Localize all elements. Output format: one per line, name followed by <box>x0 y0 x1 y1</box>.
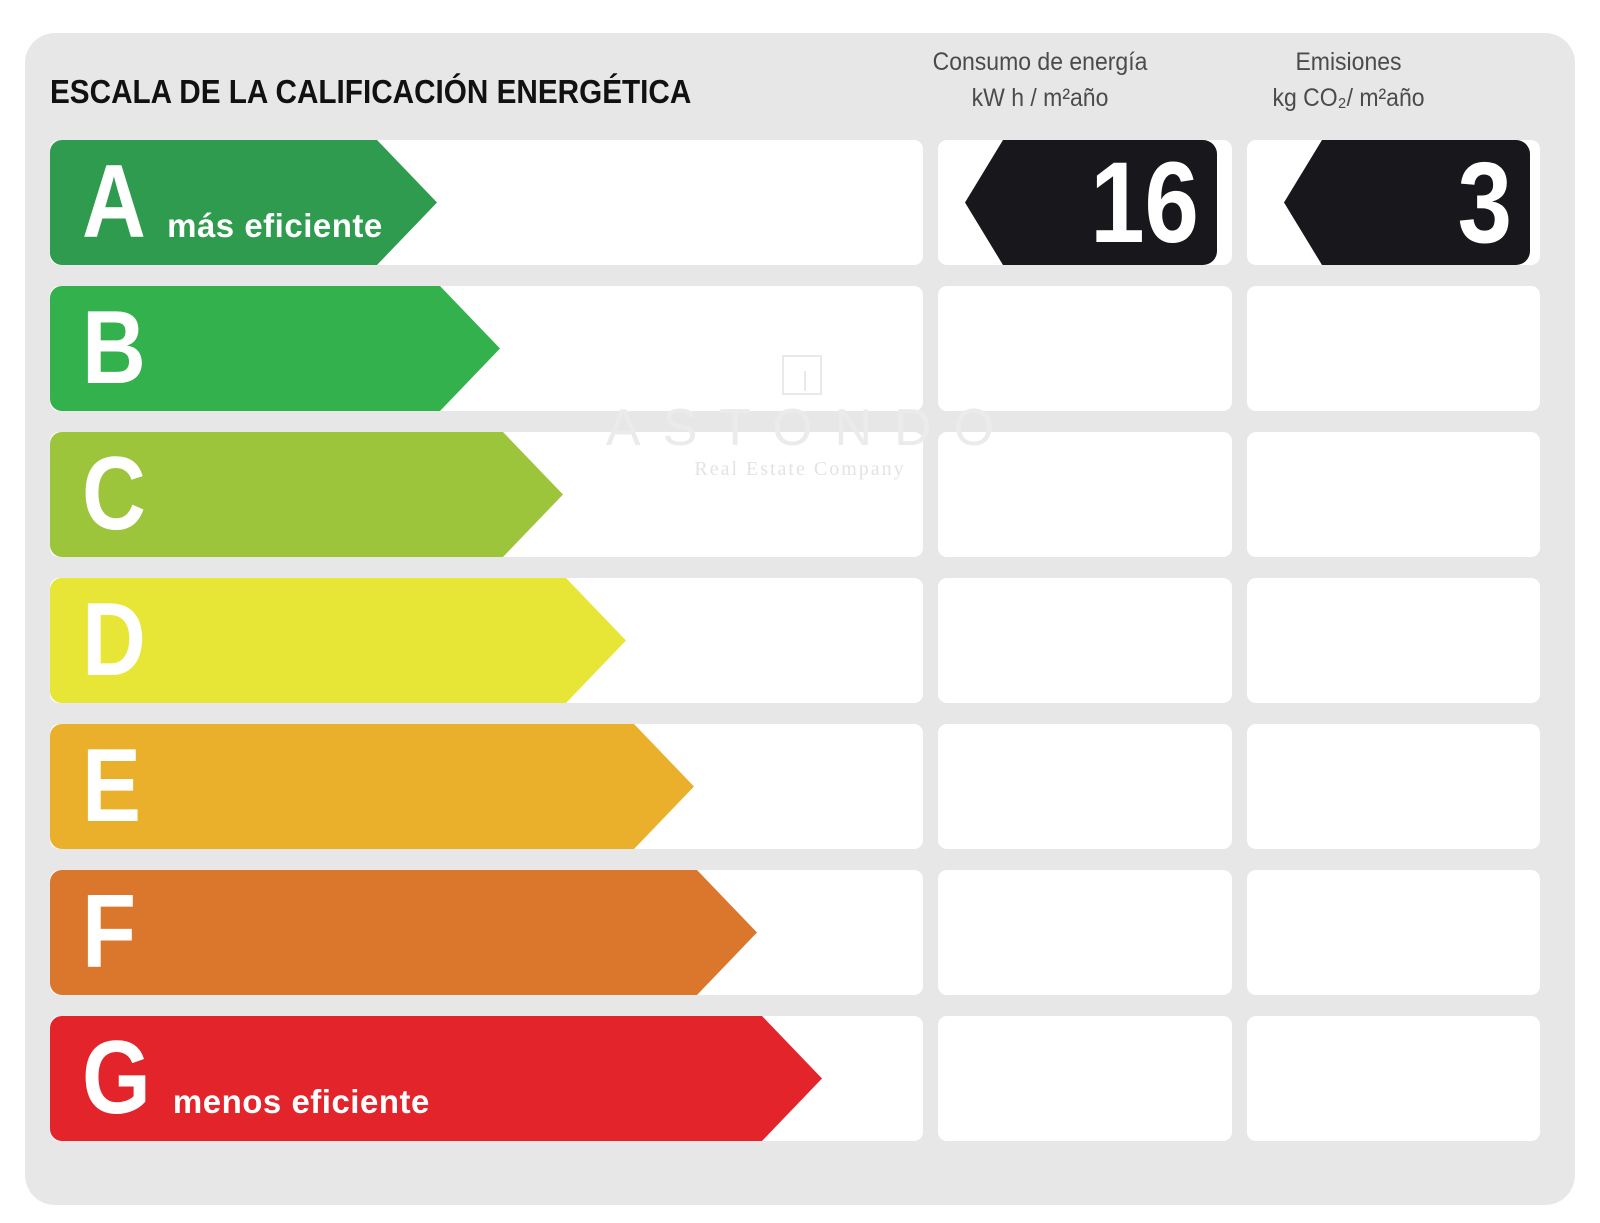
rating-row-f: F <box>50 870 1540 995</box>
consumption-cell-c <box>938 432 1232 557</box>
least-efficient-label: menos eficiente <box>172 1083 430 1120</box>
emissions-value: 3 <box>1457 138 1512 267</box>
rating-letter-b: B <box>82 290 146 406</box>
rating-letter-e: E <box>82 728 141 844</box>
emissions-value-badge: 3 <box>1284 140 1530 265</box>
most-efficient-label: más eficiente <box>167 207 383 244</box>
emissions-cell-d <box>1247 578 1540 703</box>
rating-bar-f: F <box>50 870 757 995</box>
emissions-header-line2: kg CO₂/ m²año <box>1272 84 1425 112</box>
consumption-value-badge: 16 <box>965 140 1217 265</box>
rating-bar-b: B <box>50 286 500 411</box>
emissions-cell-b <box>1247 286 1540 411</box>
consumption-header-line1: Consumo de energía <box>932 48 1148 76</box>
page-title: ESCALA DE LA CALIFICACIÓN ENERGÉTICA <box>50 73 692 110</box>
consumption-cell-f <box>938 870 1232 995</box>
rating-bar-d: D <box>50 578 626 703</box>
rating-row-e: E <box>50 724 1540 849</box>
consumption-header-line2: kW h / m²año <box>971 84 1109 112</box>
rating-letter-a: A <box>82 144 146 260</box>
rating-letter-c: C <box>82 436 146 552</box>
emissions-cell-c <box>1247 432 1540 557</box>
emissions-cell-e <box>1247 724 1540 849</box>
rating-bar-e: E <box>50 724 694 849</box>
consumption-cell-d <box>938 578 1232 703</box>
rating-bar-cell-e: E <box>50 724 923 849</box>
rating-row-d: D <box>50 578 1540 703</box>
emissions-header-line1: Emisiones <box>1295 48 1402 76</box>
emissions-column-header: Emisiones kg CO₂/ m²año <box>1214 33 1484 116</box>
rating-letter-d: D <box>82 582 146 698</box>
emissions-cell-g <box>1247 1016 1540 1141</box>
consumption-cell-e <box>938 724 1232 849</box>
rating-bar-cell-d: D <box>50 578 923 703</box>
rating-bar-c: C <box>50 432 563 557</box>
emissions-cell-a: 3 <box>1247 140 1540 265</box>
rating-row-b: B <box>50 286 1540 411</box>
rating-bar-cell-f: F <box>50 870 923 995</box>
consumption-cell-a: 16 <box>938 140 1232 265</box>
rating-bar-cell-c: C <box>50 432 923 557</box>
rating-row-c: C <box>50 432 1540 557</box>
rating-bar-cell-b: B <box>50 286 923 411</box>
consumption-column-header: Consumo de energía kW h / m²año <box>905 33 1175 116</box>
header: ESCALA DE LA CALIFICACIÓN ENERGÉTICA Con… <box>25 33 1575 140</box>
emissions-cell-f <box>1247 870 1540 995</box>
rating-letter-g: G <box>82 1020 151 1136</box>
rating-letter-f: F <box>82 874 137 990</box>
energy-certificate-card: ESCALA DE LA CALIFICACIÓN ENERGÉTICA Con… <box>25 33 1575 1205</box>
consumption-value: 16 <box>1090 138 1199 267</box>
consumption-cell-g <box>938 1016 1232 1141</box>
consumption-cell-b <box>938 286 1232 411</box>
